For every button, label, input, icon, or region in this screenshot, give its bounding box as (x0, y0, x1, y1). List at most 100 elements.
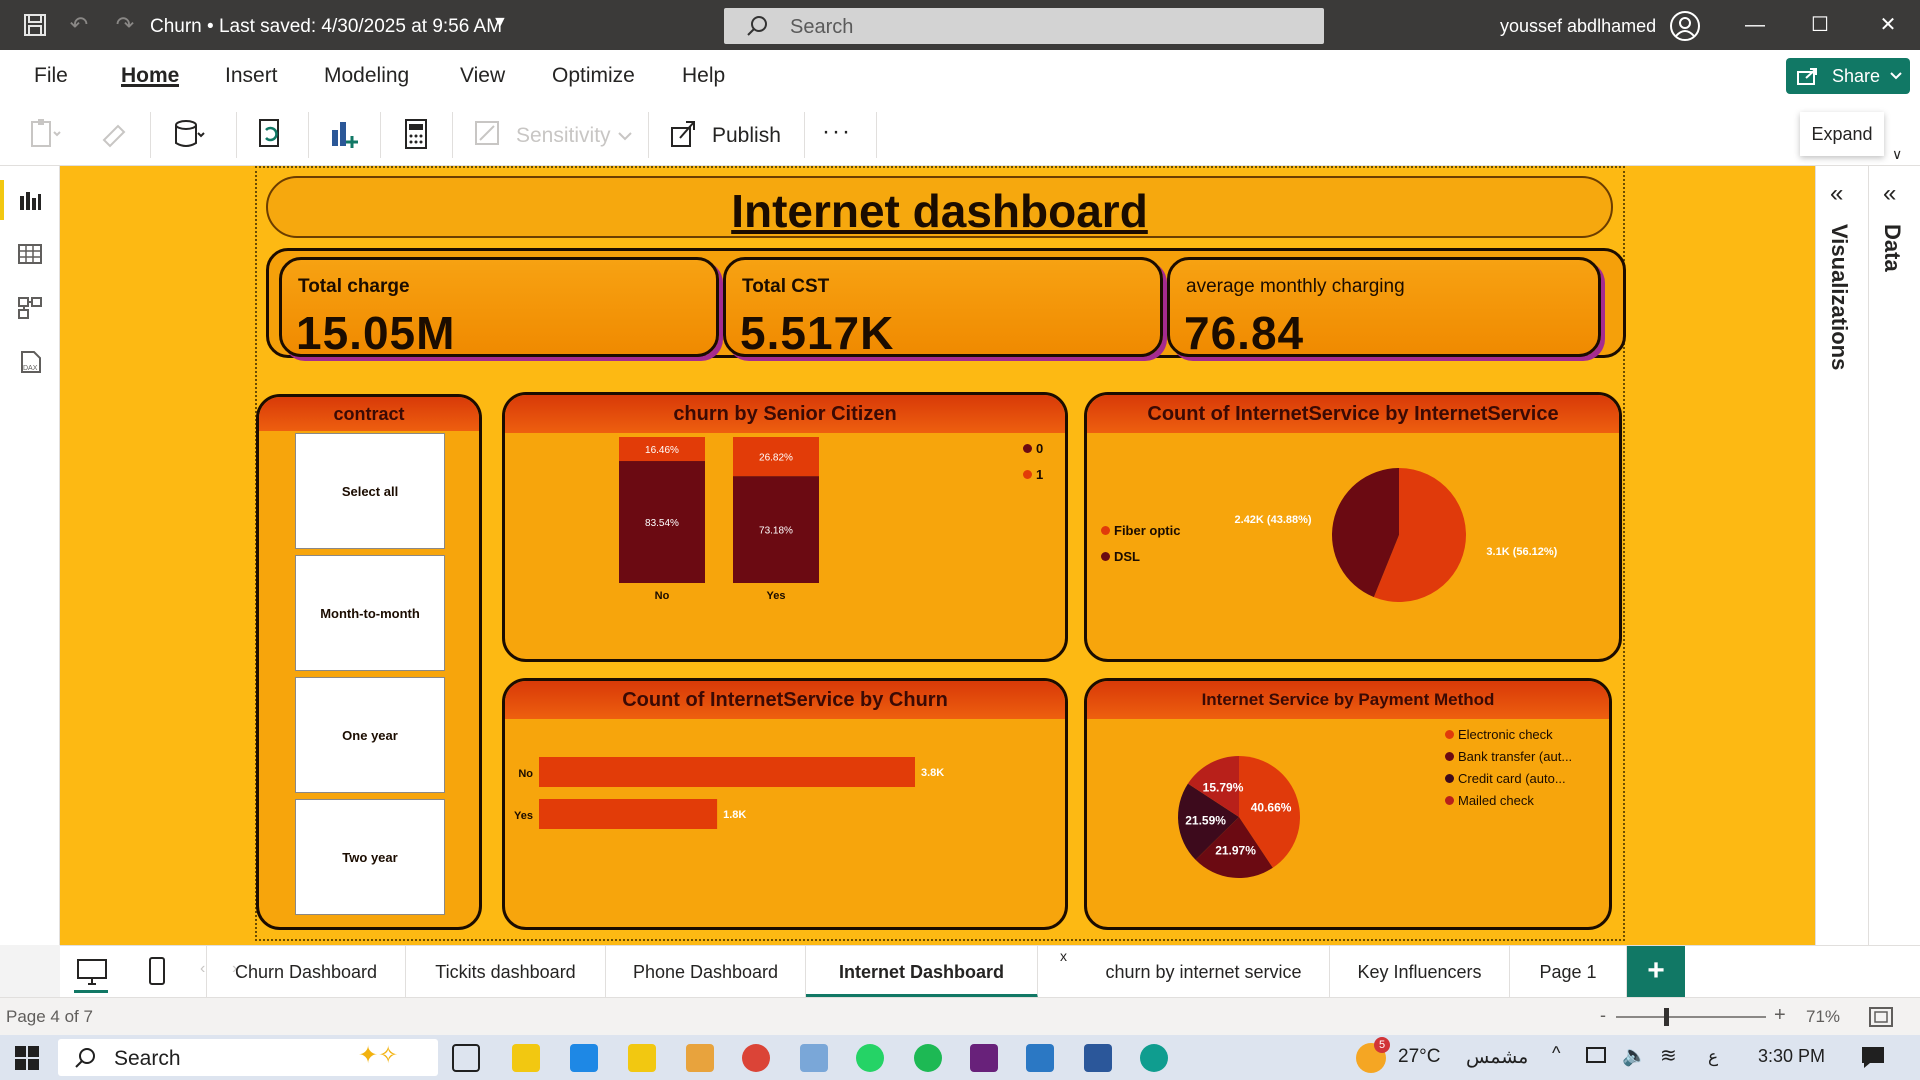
avatar[interactable] (1670, 11, 1700, 41)
sensitivity-icon[interactable] (470, 116, 506, 152)
slicer-option-select-all[interactable]: Select all (295, 433, 445, 549)
page-tab-active[interactable]: Internet Dashboard (806, 946, 1038, 998)
kpi-card-total-charge[interactable]: Total charge 15.05M (279, 257, 719, 359)
churn-by-senior-citizen-chart[interactable]: churn by Senior Citizen 16.46% 83.54% No 26… (502, 392, 1068, 662)
slicer-option-month-to-month[interactable]: Month-to-month (295, 555, 445, 671)
new-visual-icon[interactable] (326, 116, 362, 152)
add-page-button[interactable]: + (1627, 946, 1685, 998)
legend-item[interactable]: 1 (1023, 467, 1043, 482)
dax-query-view-icon[interactable]: DAX (16, 348, 44, 376)
menu-view[interactable]: View (460, 64, 506, 87)
zoom-slider-thumb[interactable] (1664, 1008, 1669, 1026)
paste-icon[interactable] (26, 116, 62, 152)
mobile-layout-icon[interactable] (148, 956, 166, 986)
chrome-icon[interactable] (742, 1044, 770, 1072)
battery-icon[interactable] (1586, 1047, 1606, 1063)
save-icon[interactable] (22, 12, 48, 38)
format-painter-icon[interactable] (96, 116, 132, 152)
legend-item[interactable]: Mailed check (1445, 793, 1534, 808)
data-pane[interactable]: « Data (1868, 166, 1920, 945)
vscode-icon[interactable] (570, 1044, 598, 1072)
chevron-up-icon[interactable]: ^ (1552, 1043, 1561, 1063)
weather-temperature[interactable]: 27°C (1398, 1046, 1441, 1067)
kpi-card-total-cst[interactable]: Total CST 5.517K (723, 257, 1163, 359)
fit-to-page-icon[interactable] (1868, 1006, 1894, 1028)
get-data-icon[interactable] (170, 116, 206, 152)
model-view-icon[interactable] (16, 294, 44, 322)
publish-button[interactable]: Publish (712, 124, 781, 147)
search-input[interactable]: Search (724, 8, 1324, 44)
menu-file[interactable]: File (34, 64, 68, 87)
page-tab[interactable]: Churn Dashboard (206, 946, 406, 998)
close-window-button[interactable]: ✕ (1879, 14, 1897, 36)
table-view-icon[interactable] (16, 240, 44, 268)
double-chevron-left-icon[interactable]: « (1883, 180, 1897, 207)
page-tab[interactable]: Page 1 (1510, 946, 1627, 998)
chevron-down-icon[interactable] (618, 132, 632, 141)
chevron-down-icon[interactable]: ▼ (492, 14, 508, 31)
chevron-right-icon[interactable]: › (232, 960, 238, 977)
maximize-button[interactable]: ☐ (1811, 14, 1829, 36)
chevron-left-icon[interactable]: ‹ (200, 960, 206, 977)
page-tab[interactable]: Key Influencers (1330, 946, 1510, 998)
edge-icon[interactable] (1140, 1044, 1168, 1072)
power-bi-icon[interactable] (628, 1044, 656, 1072)
desktop-layout-icon[interactable] (76, 958, 108, 986)
sensitivity-button[interactable]: Sensitivity (516, 124, 611, 147)
file-explorer-icon[interactable] (512, 1044, 540, 1072)
page-tab[interactable]: Tickits dashboard (406, 946, 606, 998)
notifications-icon[interactable] (1860, 1045, 1886, 1069)
task-view-icon[interactable] (452, 1044, 480, 1072)
windows-start-icon[interactable] (14, 1045, 40, 1071)
legend-item[interactable]: Electronic check (1445, 727, 1553, 742)
legend-item[interactable]: DSL (1101, 549, 1140, 564)
double-chevron-left-icon[interactable]: « (1830, 180, 1844, 207)
menu-home[interactable]: Home (121, 64, 180, 87)
menu-optimize[interactable]: Optimize (552, 64, 635, 87)
document-title[interactable]: Churn • Last saved: 4/30/2025 at 9:56 AM (150, 16, 503, 37)
visualizations-pane[interactable]: « Visualizations (1815, 166, 1868, 945)
legend-item[interactable]: 0 (1023, 441, 1043, 456)
page-tab[interactable]: churn by internet service (1078, 946, 1330, 998)
menu-insert[interactable]: Insert (225, 64, 278, 87)
refresh-icon[interactable] (254, 116, 290, 152)
zoom-slider[interactable] (1616, 1016, 1766, 1018)
publish-icon[interactable] (666, 116, 702, 152)
internet-service-by-churn-chart[interactable]: Count of InternetService by Churn No 3.8K… (502, 678, 1068, 930)
zoom-out-button[interactable]: - (1600, 1005, 1606, 1025)
page-tab[interactable]: Phone Dashboard (606, 946, 806, 998)
report-view-icon[interactable] (16, 186, 44, 214)
undo-icon[interactable]: ↶ (69, 12, 89, 37)
volume-icon[interactable]: 🔈 (1622, 1045, 1647, 1067)
menu-help[interactable]: Help (682, 64, 726, 87)
minimize-button[interactable]: — (1745, 14, 1765, 36)
zoom-in-button[interactable]: + (1774, 1004, 1786, 1026)
visual-studio-icon[interactable] (970, 1044, 998, 1072)
whatsapp-icon[interactable] (856, 1044, 884, 1072)
calculator-icon[interactable] (398, 116, 434, 152)
copilot-sparkle-icon[interactable]: ✦✧ (358, 1042, 399, 1069)
taskbar-search-box[interactable]: Search ✦✧ (58, 1039, 438, 1076)
internet-service-pie-chart[interactable]: Count of InternetService by InternetServ… (1084, 392, 1622, 662)
weather-description[interactable]: مشمس (1466, 1047, 1529, 1068)
menu-modeling[interactable]: Modeling (324, 64, 410, 87)
clock[interactable]: 3:30 PM (1758, 1046, 1826, 1066)
legend-item[interactable]: Fiber optic (1101, 523, 1180, 538)
zoom-level[interactable]: 71% (1806, 1007, 1841, 1026)
legend-item[interactable]: Bank transfer (aut... (1445, 749, 1572, 764)
app-icon[interactable] (1026, 1044, 1054, 1072)
app-icon[interactable] (800, 1044, 828, 1072)
redo-icon[interactable]: ↷ (115, 12, 135, 37)
chevron-down-icon[interactable]: ∨ (1892, 146, 1903, 162)
legend-item[interactable]: Credit card (auto... (1445, 771, 1566, 786)
slicer-option-one-year[interactable]: One year (295, 677, 445, 793)
share-button[interactable]: Share (1786, 58, 1910, 94)
app-icon[interactable] (686, 1044, 714, 1072)
more-options-button[interactable]: ··· (822, 118, 852, 145)
internet-service-by-payment-chart[interactable]: Internet Service by Payment Method Elect… (1084, 678, 1612, 930)
slicer-option-two-year[interactable]: Two year (295, 799, 445, 915)
language-indicator[interactable]: ع (1708, 1047, 1719, 1066)
spotify-icon[interactable] (914, 1044, 942, 1072)
word-icon[interactable] (1084, 1044, 1112, 1072)
close-tab-icon[interactable]: x (1060, 948, 1067, 964)
